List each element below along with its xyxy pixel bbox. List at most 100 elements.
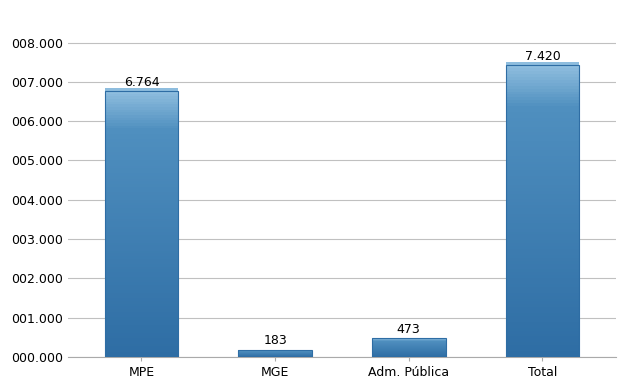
Bar xyxy=(105,179,178,184)
Bar xyxy=(105,126,178,131)
Bar xyxy=(105,94,178,99)
Bar xyxy=(372,338,446,357)
Bar xyxy=(505,313,579,319)
Bar xyxy=(505,103,579,109)
Bar xyxy=(505,275,579,281)
Bar xyxy=(105,115,178,121)
Bar xyxy=(505,188,579,193)
Bar xyxy=(105,229,178,235)
Bar xyxy=(505,202,579,208)
Bar xyxy=(105,259,178,264)
Bar xyxy=(505,115,579,121)
Bar xyxy=(105,227,178,232)
Bar xyxy=(505,269,579,275)
Bar xyxy=(505,296,579,301)
Bar xyxy=(505,173,579,179)
Bar xyxy=(105,197,178,203)
Bar xyxy=(105,91,178,357)
Bar xyxy=(105,328,178,333)
Bar xyxy=(105,91,178,96)
Bar xyxy=(105,195,178,200)
Bar xyxy=(505,238,579,243)
Bar xyxy=(105,285,178,291)
Bar xyxy=(105,272,178,277)
Bar xyxy=(105,184,178,190)
Bar xyxy=(105,142,178,147)
Bar xyxy=(505,258,579,264)
Bar xyxy=(505,223,579,229)
Bar xyxy=(105,351,178,357)
Bar xyxy=(105,168,178,174)
Bar xyxy=(505,351,579,357)
Bar xyxy=(105,96,178,102)
Bar xyxy=(105,256,178,261)
Bar xyxy=(105,136,178,142)
Bar xyxy=(505,264,579,269)
Bar xyxy=(105,99,178,105)
Bar xyxy=(505,284,579,290)
Bar xyxy=(505,126,579,132)
Bar xyxy=(105,155,178,160)
Bar xyxy=(505,197,579,202)
Bar xyxy=(105,288,178,293)
Bar xyxy=(505,80,579,86)
Bar xyxy=(105,240,178,245)
Bar xyxy=(105,261,178,266)
Bar xyxy=(505,345,579,351)
Bar xyxy=(105,152,178,158)
Bar xyxy=(505,229,579,234)
Bar xyxy=(505,328,579,333)
Bar xyxy=(505,319,579,325)
Bar xyxy=(505,287,579,293)
Bar xyxy=(505,156,579,161)
Bar xyxy=(505,304,579,310)
Bar xyxy=(105,243,178,248)
Bar xyxy=(505,261,579,266)
Bar xyxy=(505,161,579,167)
Bar xyxy=(105,211,178,216)
Bar xyxy=(505,165,579,170)
Bar xyxy=(105,165,178,171)
Bar xyxy=(505,141,579,147)
Bar xyxy=(105,208,178,213)
Bar xyxy=(105,282,178,288)
Bar xyxy=(105,219,178,224)
Bar xyxy=(105,266,178,272)
Bar xyxy=(105,150,178,155)
Bar xyxy=(505,83,579,89)
Bar xyxy=(505,290,579,296)
Bar xyxy=(505,62,579,68)
Text: 6.764: 6.764 xyxy=(124,76,159,89)
Bar xyxy=(105,322,178,328)
Bar xyxy=(105,307,178,312)
Bar xyxy=(105,110,178,115)
Bar xyxy=(505,159,579,165)
Bar xyxy=(505,299,579,304)
Bar xyxy=(505,89,579,94)
Bar xyxy=(105,264,178,269)
Bar xyxy=(505,106,579,112)
Bar xyxy=(505,144,579,150)
Text: 473: 473 xyxy=(397,323,421,336)
Bar xyxy=(505,135,579,141)
Bar xyxy=(505,86,579,92)
Bar xyxy=(505,226,579,232)
Bar xyxy=(505,220,579,226)
Bar xyxy=(105,139,178,144)
Bar xyxy=(105,296,178,301)
Bar xyxy=(505,98,579,103)
Bar xyxy=(105,222,178,227)
Bar xyxy=(105,176,178,181)
Bar xyxy=(505,342,579,348)
Bar xyxy=(505,214,579,220)
Bar xyxy=(105,349,178,354)
Bar xyxy=(505,272,579,278)
Bar xyxy=(105,118,178,123)
Bar xyxy=(505,281,579,287)
Bar xyxy=(105,216,178,222)
Bar xyxy=(505,129,579,135)
Bar xyxy=(505,322,579,328)
Bar xyxy=(505,77,579,83)
Bar xyxy=(505,339,579,345)
Bar xyxy=(505,293,579,299)
